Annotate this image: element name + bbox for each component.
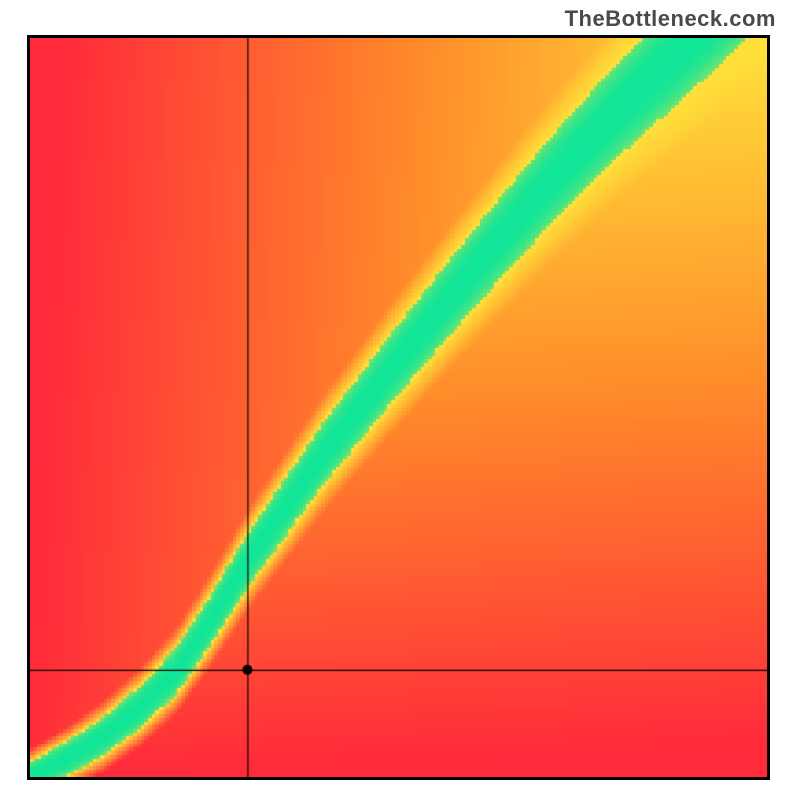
watermark-text: TheBottleneck.com [565,6,776,32]
chart-container: TheBottleneck.com [0,0,800,800]
crosshair-marker [30,38,767,777]
